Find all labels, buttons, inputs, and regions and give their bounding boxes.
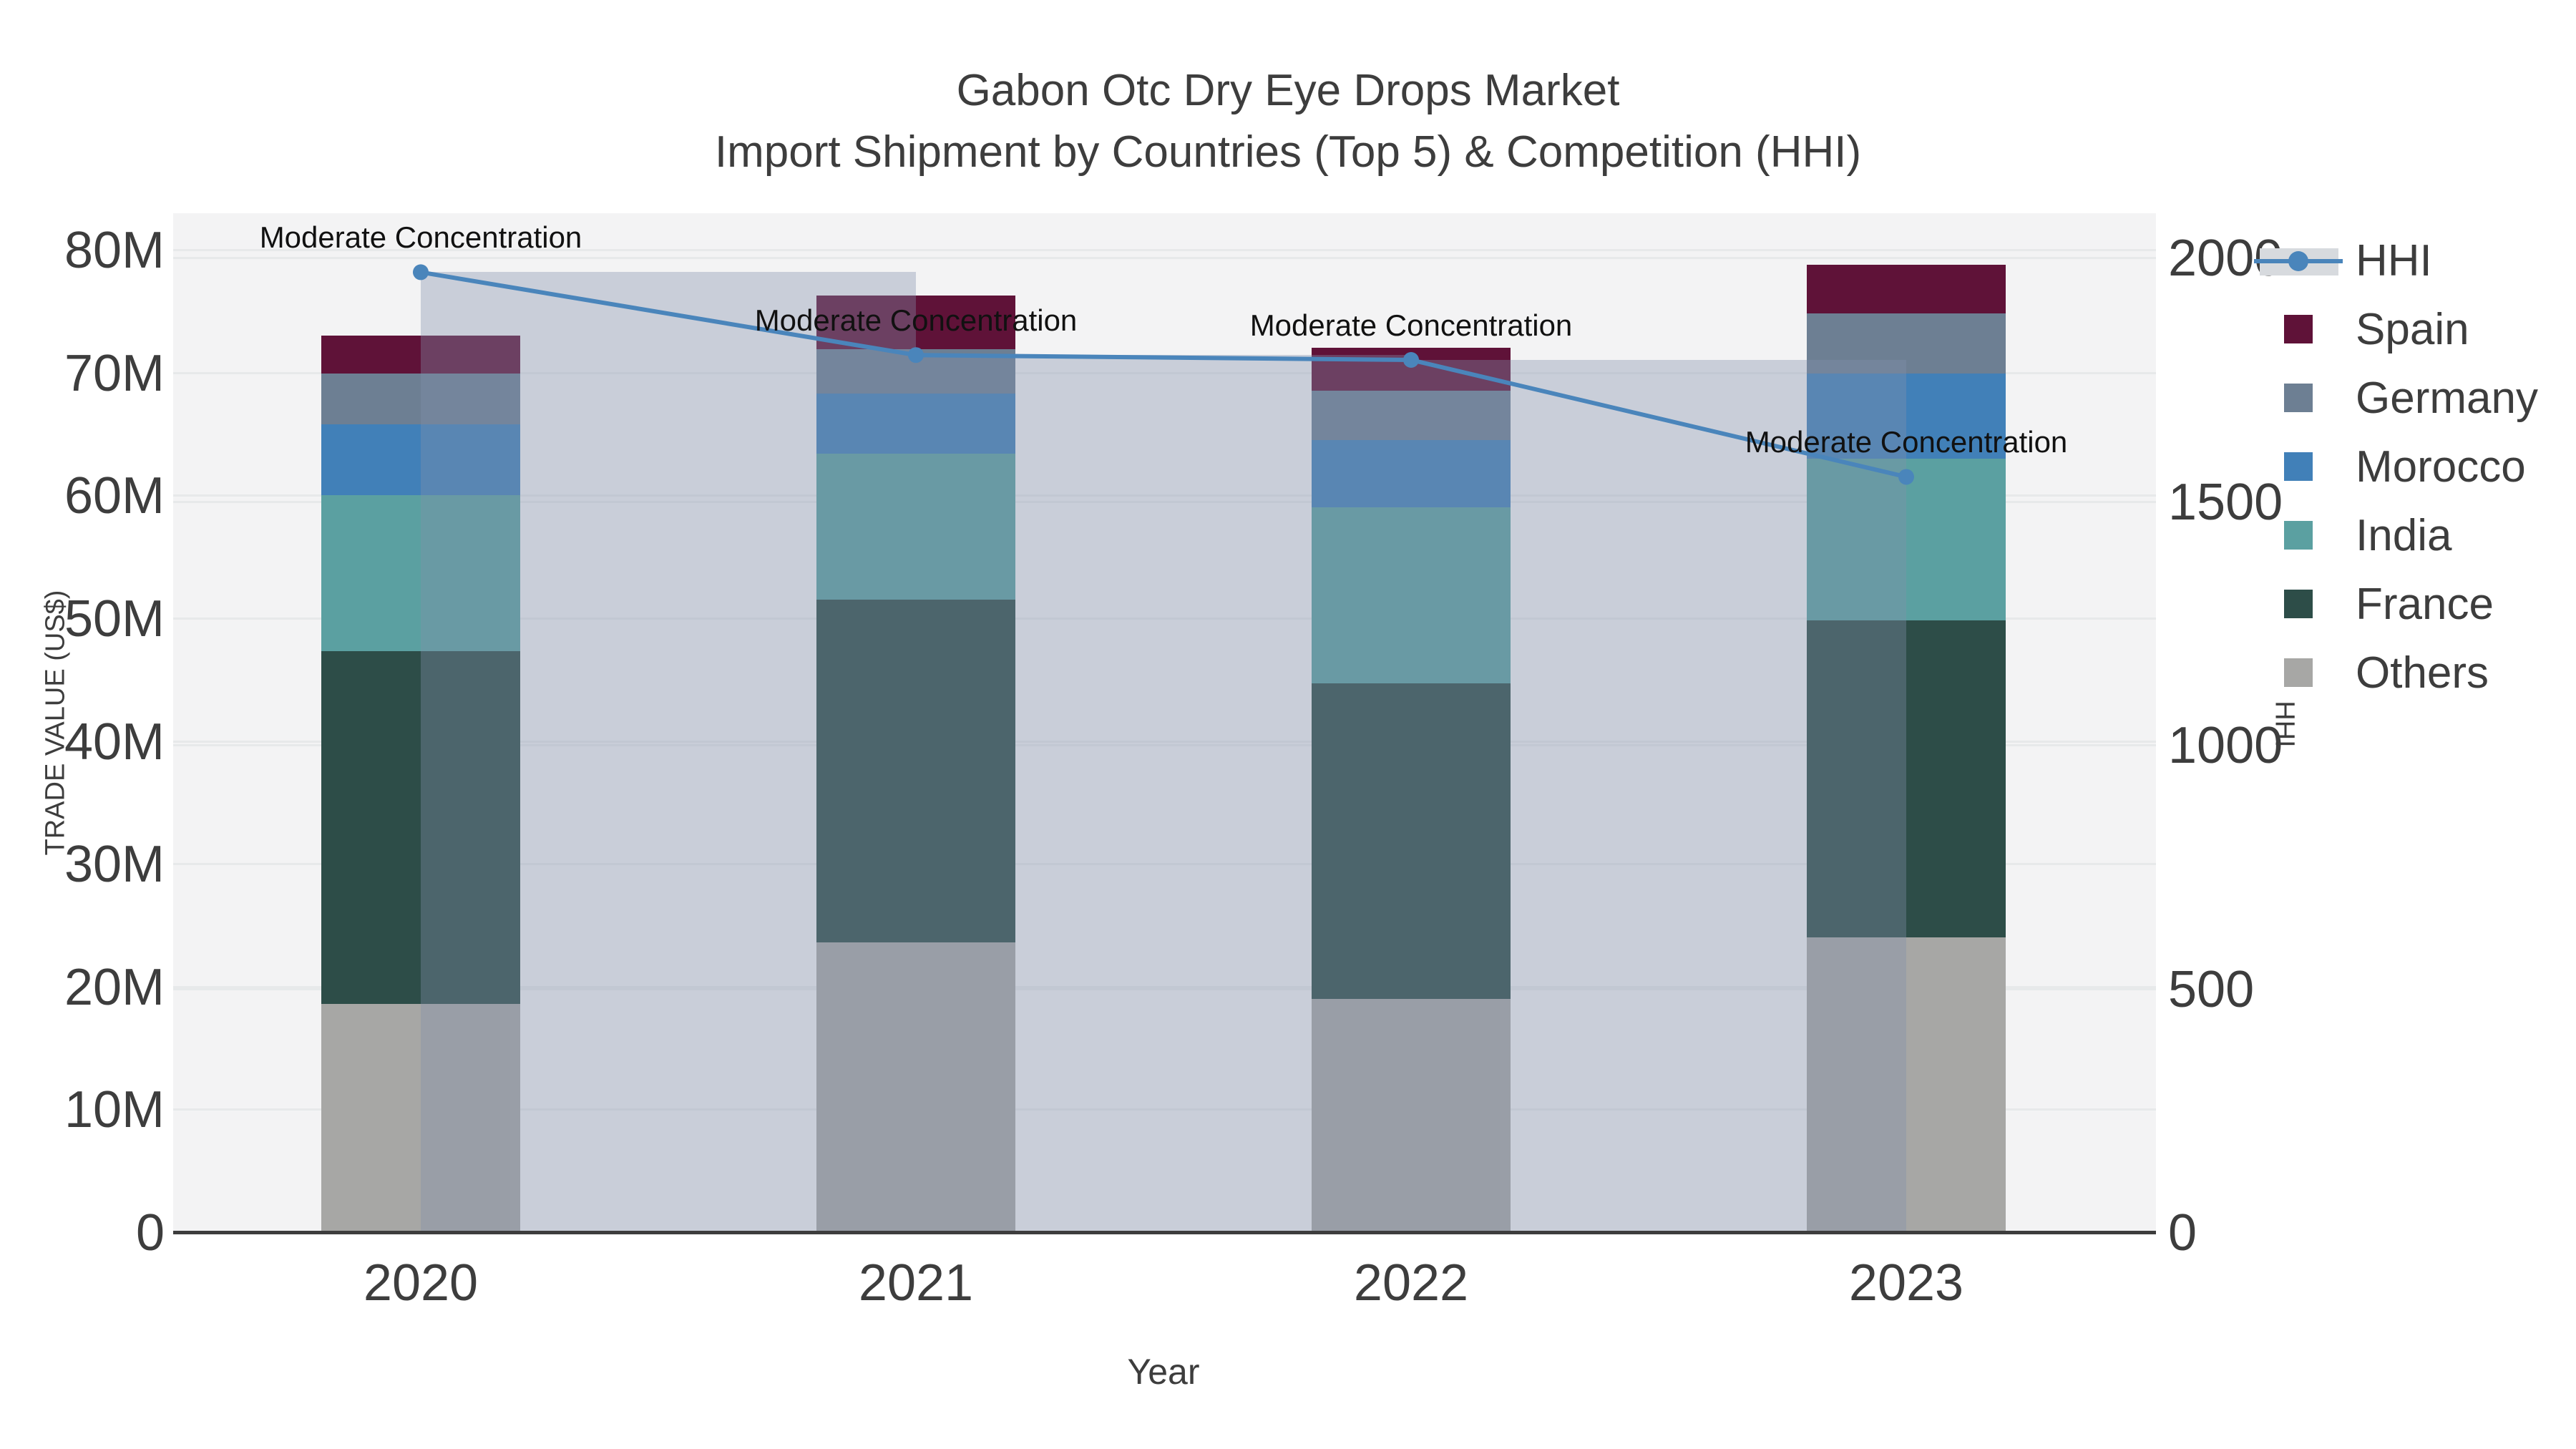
legend-label: Spain [2356, 304, 2469, 354]
legend-label: Others [2356, 648, 2489, 698]
legend-color-swatch [2284, 384, 2313, 412]
chart-title-line1: Gabon Otc Dry Eye Drops Market [956, 66, 1620, 115]
bar-segment-others-2020[interactable] [321, 1003, 520, 1232]
gridline-y-right [173, 500, 2156, 503]
y-left-tick-label: 40M [64, 713, 165, 771]
bar-segment-india-2023[interactable] [1807, 458, 2006, 621]
annotation-moderate-concentration: Moderate Concentration [754, 303, 1078, 338]
x-axis-line [173, 1231, 2156, 1234]
legend-swatch-icon [2254, 570, 2343, 638]
chart-title-line2: Import Shipment by Countries (Top 5) & C… [714, 127, 1862, 177]
y-right-axis-title: HHI [2269, 701, 2300, 748]
hhi-band-2021 [916, 355, 1411, 1232]
y-right-tick-label: 1000 [2168, 717, 2283, 774]
gridline-y-right [173, 257, 2156, 259]
chart-title: Gabon Otc Dry Eye Drops Market Import Sh… [0, 60, 2576, 183]
gridline-y-left [173, 617, 2156, 620]
annotation-moderate-concentration: Moderate Concentration [1745, 425, 2068, 459]
y-left-tick-label: 20M [64, 958, 165, 1016]
legend-item-india[interactable]: India [2254, 501, 2451, 570]
gridline-y-left [173, 494, 2156, 497]
bar-segment-france-2021[interactable] [816, 600, 1015, 942]
gridline-y-left [173, 740, 2156, 743]
legend-label: India [2356, 510, 2452, 560]
legend-label: Morocco [2356, 441, 2526, 492]
bar-segment-others-2022[interactable] [1312, 998, 1511, 1232]
legend-item-hhi[interactable]: HHI [2254, 226, 2432, 295]
legend-color-swatch [2284, 315, 2313, 343]
gridline-y-left [173, 863, 2156, 866]
bar-segment-france-2020[interactable] [321, 651, 520, 1004]
y-left-tick-label: 30M [64, 836, 165, 894]
gridline-y-left [173, 249, 2156, 251]
legend-item-france[interactable]: France [2254, 570, 2494, 638]
bar-segment-others-2023[interactable] [1807, 937, 2006, 1232]
y-left-tick-label: 80M [64, 222, 165, 279]
legend-item-others[interactable]: Others [2254, 638, 2489, 707]
bar-segment-others-2021[interactable] [816, 942, 1015, 1232]
y-right-tick-label: 1500 [2168, 473, 2283, 531]
bar-segment-france-2022[interactable] [1312, 683, 1511, 999]
legend-swatch-icon [2254, 638, 2343, 707]
hhi-line-legend-icon [2254, 226, 2343, 295]
gridline-y-left [173, 1108, 2156, 1111]
legend-swatch-icon [2254, 295, 2343, 364]
hhi-legend-marker [2288, 251, 2308, 271]
y-left-tick-label: 0 [135, 1204, 165, 1262]
y-left-tick-label: 70M [64, 344, 165, 402]
legend-item-germany[interactable]: Germany [2254, 364, 2538, 432]
y-left-tick-label: 60M [64, 467, 165, 525]
x-tick-label: 2021 [858, 1254, 974, 1312]
y-left-tick-label: 50M [64, 590, 165, 648]
legend-color-swatch [2284, 590, 2313, 618]
legend-label: Germany [2356, 373, 2538, 423]
annotation-moderate-concentration: Moderate Concentration [1249, 308, 1573, 343]
legend-color-swatch [2284, 521, 2313, 550]
x-tick-label: 2022 [1353, 1254, 1469, 1312]
hhi-band-2022 [1411, 360, 1906, 1232]
bar-segment-india-2020[interactable] [321, 495, 520, 652]
y-right-tick-label: 0 [2168, 1204, 2197, 1262]
y-left-axis-title: TRADE VALUE (US$) [40, 590, 71, 856]
legend-item-spain[interactable]: Spain [2254, 295, 2469, 364]
gridline-y-left [173, 985, 2156, 988]
legend-label: HHI [2356, 235, 2432, 286]
bar-segment-france-2023[interactable] [1807, 620, 2006, 938]
x-tick-label: 2020 [363, 1254, 479, 1312]
legend-color-swatch [2284, 452, 2313, 481]
legend-swatch-icon [2254, 432, 2343, 501]
y-left-tick-label: 10M [64, 1081, 165, 1139]
gridline-y-right [173, 744, 2156, 746]
x-axis-title: Year [1127, 1352, 1200, 1392]
y-right-tick-label: 500 [2168, 960, 2255, 1018]
legend-swatch-icon [2254, 501, 2343, 570]
legend-color-swatch [2284, 658, 2313, 687]
bar-segment-india-2022[interactable] [1312, 507, 1511, 683]
hhi-band-2020 [421, 272, 916, 1232]
legend-swatch-icon [2254, 364, 2343, 432]
gridline-y-right [173, 987, 2156, 990]
legend-label: France [2356, 579, 2494, 629]
legend-item-morocco[interactable]: Morocco [2254, 432, 2526, 501]
bar-segment-spain-2023[interactable] [1807, 264, 2006, 314]
x-tick-label: 2023 [1848, 1254, 1964, 1312]
annotation-moderate-concentration: Moderate Concentration [259, 220, 582, 255]
